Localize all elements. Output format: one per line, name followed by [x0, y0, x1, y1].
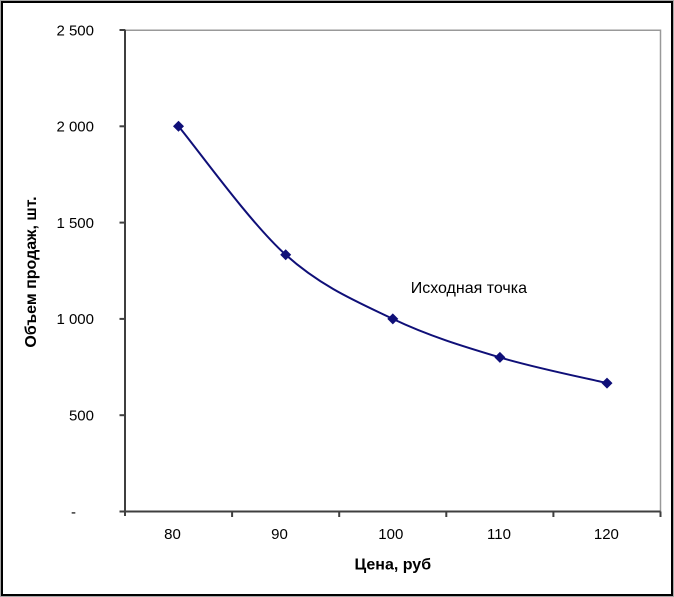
- svg-text:90: 90: [271, 526, 288, 543]
- svg-text:80: 80: [164, 526, 181, 543]
- svg-text:100: 100: [378, 526, 403, 543]
- svg-text:-: -: [71, 504, 76, 521]
- svg-text:500: 500: [69, 408, 94, 425]
- svg-text:120: 120: [594, 526, 619, 543]
- svg-text:1 500: 1 500: [56, 215, 94, 232]
- svg-text:2 000: 2 000: [56, 119, 94, 136]
- svg-text:Цена, руб: Цена, руб: [355, 557, 432, 574]
- svg-text:Исходная точка: Исходная точка: [411, 280, 527, 297]
- svg-text:Объем продаж, шт.: Объем продаж, шт.: [23, 196, 40, 347]
- svg-text:2 500: 2 500: [56, 22, 94, 39]
- svg-text:110: 110: [487, 526, 511, 543]
- svg-text:1 000: 1 000: [56, 311, 94, 328]
